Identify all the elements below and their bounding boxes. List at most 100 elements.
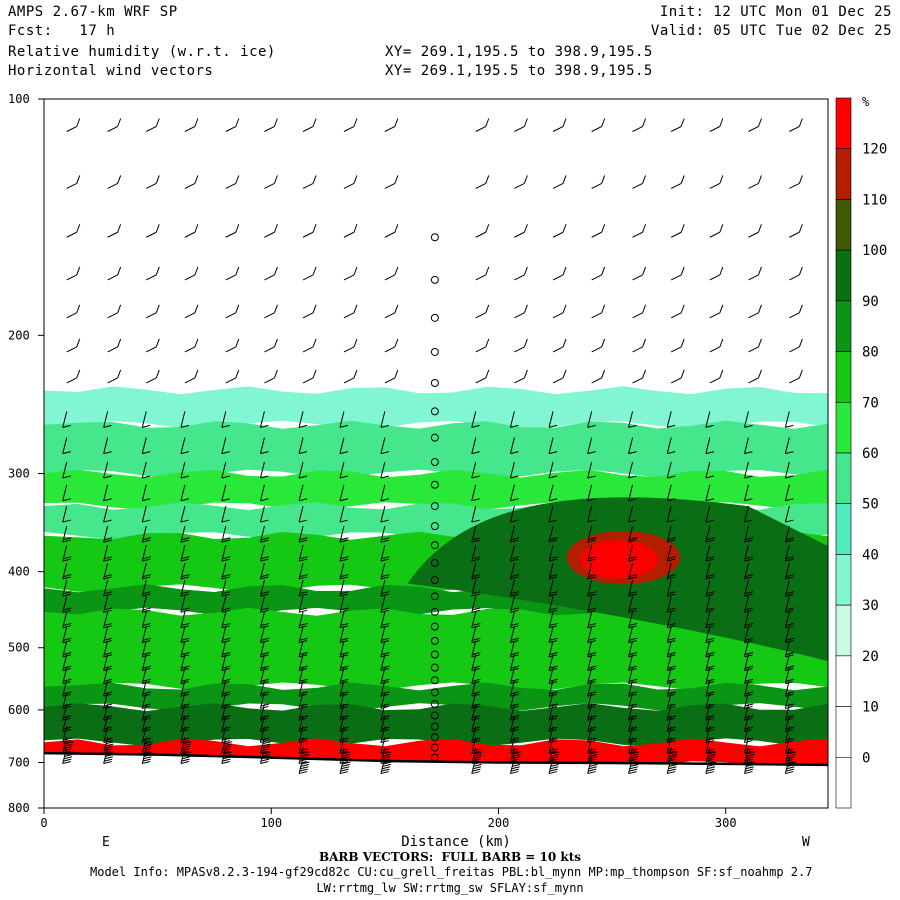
wind-barb-feather (340, 726, 349, 730)
wind-barb-feather (381, 556, 390, 560)
wind-barb-feather (144, 741, 153, 745)
wind-barb-feather (142, 424, 151, 428)
wind-barb-feather (222, 665, 231, 669)
wind-barb-feather (510, 556, 520, 560)
wind-barb-feather (510, 740, 519, 744)
wind-barb-feather (785, 519, 794, 523)
wind-barb-feather (298, 576, 308, 580)
wind-barb-staff (180, 505, 186, 523)
wind-barb-staff (705, 437, 711, 454)
colorbar-label: 120 (862, 142, 887, 158)
wind-barb-feather (744, 539, 753, 543)
wind-barb-feather (629, 756, 638, 760)
wind-barb-feather (785, 729, 794, 733)
wind-barb-feather (260, 748, 270, 752)
wind-barb-feather (785, 537, 795, 541)
wind-barb-staff (670, 231, 682, 238)
wind-barb-feather (587, 576, 596, 580)
wind-barb-feather (548, 475, 558, 479)
wind-barb-feather (510, 715, 520, 719)
wind-barb-feather (510, 693, 519, 697)
wind-barb-feather (341, 756, 350, 760)
wind-barb-feather (785, 558, 794, 562)
wind-barb-feather (785, 758, 795, 762)
wind-barb-feather (103, 519, 112, 523)
wind-barb-feather (63, 758, 72, 762)
wind-barb-staff (302, 231, 314, 238)
wind-barb-feather (669, 761, 678, 765)
wind-barb-staff (221, 461, 227, 479)
wind-barb-feather (380, 593, 389, 597)
wind-barb-feather (705, 539, 714, 543)
wind-barb-feather (719, 118, 724, 127)
wind-barb-staff (221, 505, 227, 523)
wind-barb-staff (471, 411, 477, 428)
wind-barb-feather (629, 726, 638, 730)
wind-barb-feather (180, 729, 190, 733)
wind-barb-feather (548, 771, 558, 775)
wind-barb-feather (471, 705, 480, 709)
wind-barb-staff (743, 461, 749, 479)
wind-barb-feather (785, 737, 795, 741)
wind-barb-feather (744, 726, 754, 730)
wind-barb-feather (667, 761, 676, 765)
wind-barb-feather (260, 556, 270, 560)
wind-barb-staff (343, 183, 355, 189)
wind-barb-feather (155, 304, 160, 314)
wind-barb-feather (667, 715, 676, 719)
y-tick-label: 200 (8, 328, 30, 342)
wind-barb-feather (719, 338, 724, 348)
wind-barb-feather (381, 691, 390, 695)
wind-barb-feather (103, 558, 112, 562)
wind-barb-feather (155, 118, 160, 127)
calm-wind-circle (430, 592, 439, 601)
wind-barb-feather (181, 745, 191, 749)
wind-barb-staff (628, 461, 634, 479)
wind-barb-feather (785, 691, 795, 695)
calm-wind-circle (430, 541, 439, 550)
wind-barb-feather (744, 678, 754, 682)
wind-barb-staff (591, 312, 602, 319)
wind-barb-feather (298, 740, 308, 744)
wind-barb-feather (105, 753, 114, 757)
wind-barb-feather (471, 740, 480, 744)
wind-barb-feather (339, 475, 349, 479)
wind-barb-feather (667, 574, 676, 578)
wind-barb-staff (514, 183, 525, 189)
wind-barb-feather (339, 681, 349, 685)
wind-barb-staff (146, 274, 157, 281)
calm-wind-circle (430, 378, 439, 387)
wind-barb-feather (262, 751, 271, 755)
wind-barb-feather (471, 693, 480, 697)
wind-barb-feather (298, 475, 308, 479)
wind-barb-feather (667, 678, 676, 682)
wind-barb-feather (629, 637, 638, 641)
wind-barb-feather (668, 766, 677, 770)
wind-barb-feather (221, 498, 230, 502)
wind-barb-staff (259, 461, 265, 479)
west-label: W (802, 835, 810, 850)
wind-barb-feather (667, 607, 676, 611)
wind-barb-feather (260, 609, 269, 613)
wind-barb-feather (380, 693, 389, 697)
wind-barb-feather (381, 726, 390, 730)
wind-barb-feather (706, 651, 715, 655)
wind-barb-feather (510, 717, 519, 721)
wind-barb-feather (744, 576, 753, 580)
y-tick-label: 600 (8, 703, 30, 717)
wind-barb-feather (299, 737, 308, 741)
wind-barb-feather (588, 556, 597, 560)
wind-barb-feather (786, 766, 795, 770)
wind-barb-staff (225, 231, 237, 238)
wind-barb-feather (262, 743, 271, 747)
wind-barb-feather (221, 609, 230, 613)
xy-range-2: XY= 269.1,195.5 to 398.9,195.5 (385, 63, 653, 79)
wind-barb-feather (142, 758, 151, 762)
colorbar-band (835, 706, 852, 758)
wind-barb-feather (630, 753, 639, 757)
wind-barb-feather (298, 729, 308, 733)
calm-wind-circle (430, 407, 439, 416)
wind-barb-feather (523, 369, 528, 379)
wind-barb-feather (785, 726, 795, 730)
wind-barb-staff (298, 437, 304, 454)
